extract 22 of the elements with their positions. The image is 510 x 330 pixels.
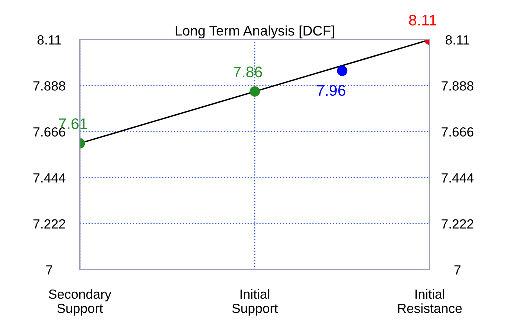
x-tick-label: Initial Resistance [398,289,462,314]
x-tick-label: Secondary Support [49,289,112,316]
chart-title: Long Term Analysis [DCF] [176,26,334,39]
y-tick-label: 7.666 [34,128,66,137]
data-label: 7.86 [234,66,262,78]
point [250,86,260,97]
y-tick-label: 8.11 [38,35,62,45]
y2-tick-label: 7.222 [442,220,474,229]
y2-tick-label: 7.888 [442,82,474,91]
point [337,66,348,76]
data-label: 8.11 [409,14,437,26]
y2-tick-label: 7.666 [442,128,474,137]
data-label: 7.96 [317,85,346,96]
y-tick-label: 7.444 [34,174,66,183]
y2-tick-label: 7 [454,266,461,275]
y-tick-label: 7.888 [34,82,66,91]
y2-tick-label: 8.11 [446,35,470,45]
data-label: 7.61 [59,118,88,130]
y-tick-label: 7 [46,266,53,275]
y2-tick-label: 7.444 [442,174,474,183]
y-tick-label: 7.222 [34,220,66,229]
x-tick-label: Initial Support [232,289,278,316]
